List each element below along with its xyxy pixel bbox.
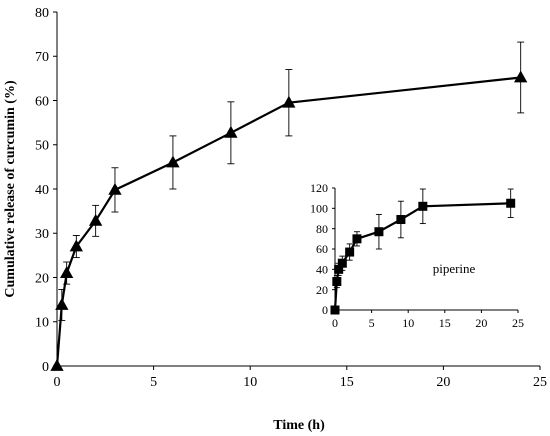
inset-x-ticks: 0 5 10 15 20 25 (332, 310, 524, 330)
main-data-point (60, 266, 74, 278)
main-y-tick-label: 60 (35, 94, 49, 109)
main-y-axis-title: Cumulative release of curcumin (%) (3, 80, 18, 298)
main-x-tick-label: 5 (150, 375, 157, 390)
inset-x-tick-label: 20 (475, 316, 487, 330)
inset-data-point (337, 258, 347, 268)
inset-markers (330, 198, 516, 315)
inset-data-point (332, 277, 342, 287)
main-x-tick-label: 10 (243, 375, 257, 390)
main-x-axis-title: Time (h) (273, 418, 325, 433)
main-x-tick-label: 0 (54, 375, 61, 390)
main-data-point (55, 297, 69, 310)
inset-y-tick-label: 20 (316, 283, 328, 297)
inset-data-point (334, 264, 344, 274)
inset-y-tick-label: 80 (316, 222, 328, 236)
main-x-tick-label: 20 (436, 375, 450, 390)
main-x-ticks: 0 5 10 15 20 25 (54, 366, 547, 390)
inset-y-tick-label: 100 (310, 202, 328, 216)
main-data-point (514, 70, 528, 83)
inset-x-tick-label: 15 (439, 316, 451, 330)
inset-y-tick-label: 120 (310, 181, 328, 195)
inset-annotation-piperine: piperine (433, 261, 476, 276)
inset-x-tick-label: 25 (512, 316, 524, 330)
inset-plot: 0 20 40 60 80 100 120 0 5 10 15 20 25 piperine (310, 181, 524, 330)
inset-x-tick-label: 5 (369, 316, 375, 330)
main-y-tick-label: 70 (35, 50, 49, 65)
main-y-tick-label: 0 (42, 360, 49, 375)
inset-x-tick-label: 10 (402, 316, 414, 330)
inset-data-point (418, 201, 428, 211)
main-y-tick-label: 10 (35, 316, 49, 331)
inset-data-point (352, 234, 362, 244)
main-data-point (224, 125, 238, 138)
main-x-tick-label: 15 (340, 375, 354, 390)
inset-data-point (396, 215, 406, 225)
main-data-point (166, 155, 180, 168)
inset-y-tick-label: 40 (316, 263, 328, 277)
main-y-tick-label: 50 (35, 139, 49, 154)
main-y-ticks: 0 10 20 30 40 50 60 70 80 (35, 6, 57, 375)
main-data-point (282, 95, 296, 108)
inset-data-point (345, 247, 355, 257)
inset-y-tick-label: 0 (322, 303, 328, 317)
inset-data-point (374, 227, 384, 237)
main-data-point (108, 182, 122, 195)
inset-series-line (333, 202, 511, 311)
main-y-tick-label: 80 (35, 6, 49, 21)
main-y-tick-label: 30 (35, 227, 49, 242)
main-series-line (55, 76, 521, 367)
main-data-point (88, 213, 103, 226)
main-data-point (50, 359, 64, 371)
inset-x-tick-label: 0 (332, 316, 338, 330)
main-x-tick-label: 25 (533, 375, 547, 390)
inset-y-tick-label: 60 (316, 242, 328, 256)
main-y-tick-label: 20 (35, 271, 49, 286)
main-markers (50, 70, 528, 371)
main-data-point (69, 239, 83, 252)
inset-data-point (506, 198, 516, 208)
inset-y-ticks: 0 20 40 60 80 100 120 (310, 181, 335, 317)
main-y-tick-label: 40 (35, 183, 49, 198)
inset-data-point (330, 305, 340, 315)
